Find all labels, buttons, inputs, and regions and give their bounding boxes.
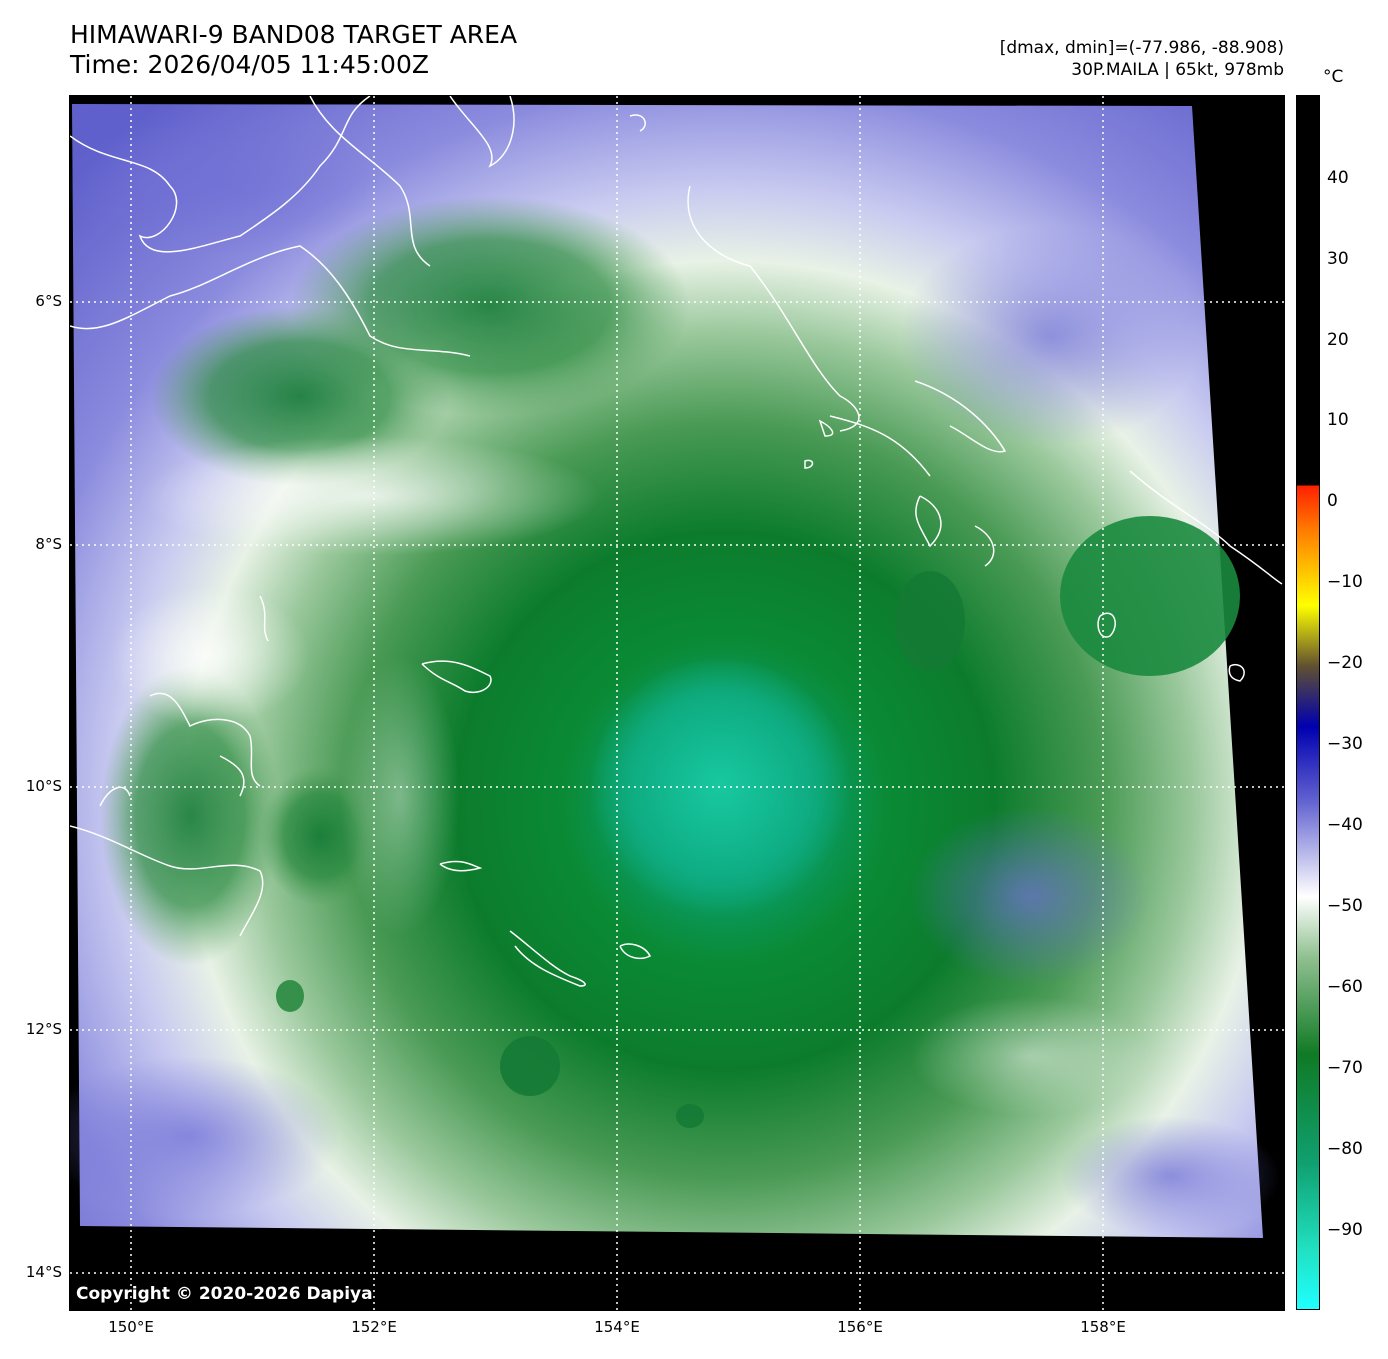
storm-core <box>590 656 850 916</box>
colorbar-tick: −10 <box>1327 572 1363 592</box>
lon-label: 152°E <box>351 1318 397 1336</box>
lon-label: 158°E <box>1080 1318 1126 1336</box>
colorbar-tick: −40 <box>1327 815 1363 835</box>
lon-label: 150°E <box>108 1318 154 1336</box>
copyright-notice: Copyright © 2020-2026 Dapiya <box>76 1284 373 1304</box>
colorbar-tick: −60 <box>1327 977 1363 997</box>
colorbar-unit: °C <box>1323 67 1344 87</box>
lat-label: 6°S <box>35 292 62 310</box>
lat-label: 10°S <box>25 777 62 795</box>
range-text: [dmax, dmin]=(-77.986, -88.908) <box>999 38 1284 58</box>
colorbar-tick: −90 <box>1327 1220 1363 1240</box>
satellite-image <box>70 96 1284 1310</box>
cloud-texture <box>70 116 1280 1236</box>
colorbar-tick: 10 <box>1327 410 1349 430</box>
lat-label: 14°S <box>25 1263 62 1281</box>
colorbar <box>1296 95 1320 1310</box>
title-line-1: HIMAWARI-9 BAND08 TARGET AREA <box>70 20 518 49</box>
figure-title: HIMAWARI-9 BAND08 TARGET AREA Time: 2026… <box>70 20 517 80</box>
lon-label: 156°E <box>837 1318 883 1336</box>
colorbar-tick: −20 <box>1327 653 1363 673</box>
lon-label: 154°E <box>594 1318 640 1336</box>
colorbar-tick: 20 <box>1327 330 1349 350</box>
coastlines <box>70 96 1283 987</box>
colorbar-tick: 30 <box>1327 249 1349 269</box>
colorbar-tick: −70 <box>1327 1058 1363 1078</box>
satellite-map: Copyright © 2020-2026 Dapiya <box>69 95 1285 1311</box>
storm-text: 30P.MAILA | 65kt, 978mb <box>1071 60 1284 80</box>
colorbar-tick: 40 <box>1327 168 1349 188</box>
title-line-2: Time: 2026/04/05 11:45:00Z <box>70 50 429 79</box>
colorbar-tick: 0 <box>1327 491 1338 511</box>
lat-label: 12°S <box>25 1020 62 1038</box>
graticule <box>70 96 1284 1310</box>
lat-label: 8°S <box>35 535 62 553</box>
colorbar-tick: −30 <box>1327 734 1363 754</box>
colorbar-tick: −50 <box>1327 896 1363 916</box>
colorbar-tick: −80 <box>1327 1139 1363 1159</box>
storm-info: [dmax, dmin]=(-77.986, -88.908) 30P.MAIL… <box>1000 37 1284 81</box>
